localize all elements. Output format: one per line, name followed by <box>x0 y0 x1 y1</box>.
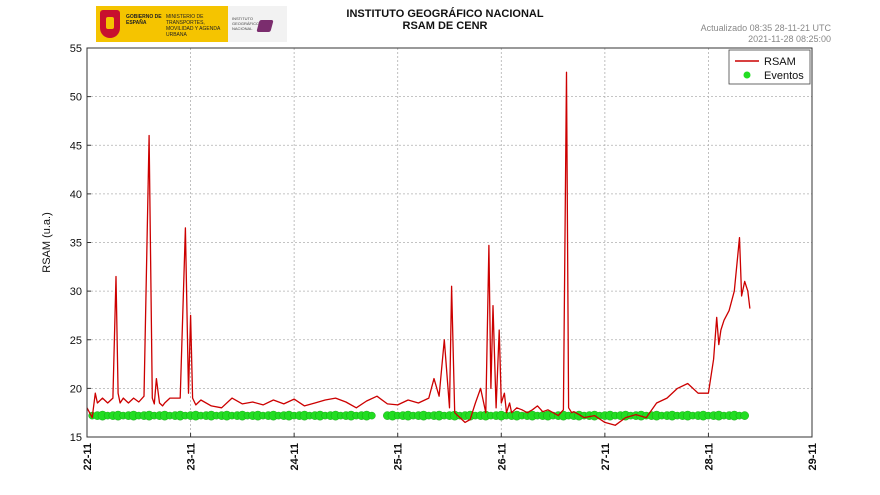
legend: RSAM Eventos <box>728 49 811 85</box>
x-tick-label: 26-11 <box>496 443 508 471</box>
y-tick-label: 50 <box>70 92 82 104</box>
coat-of-arms-icon <box>100 10 120 38</box>
title-line-2: RSAM DE CENR <box>402 20 488 32</box>
chart-title: INSTITUTO GEOGRÁFICO NACIONAL RSAM DE CE… <box>300 8 590 32</box>
x-tick-label: 28-11 <box>703 443 715 471</box>
updated-line-2: 2021-11-28 08:25:00 <box>748 34 831 44</box>
ministry-logo: GOBIERNO DE ESPAÑA MINISTERIO DE TRANSPO… <box>96 6 287 42</box>
updated-line-1: Actualizado 08:35 28-11-21 UTC <box>700 23 831 33</box>
evento-point <box>368 411 376 420</box>
y-tick-label: 40 <box>70 189 82 201</box>
x-tick-label: 25-11 <box>393 443 405 471</box>
y-tick-label: 45 <box>70 140 82 152</box>
y-tick-label: 55 <box>70 43 82 55</box>
grid <box>87 48 812 437</box>
y-tick-label: 35 <box>70 238 82 250</box>
x-tick-label: 23-11 <box>186 443 198 471</box>
government-of-spain-badge: GOBIERNO DE ESPAÑA MINISTERIO DE TRANSPO… <box>96 6 228 42</box>
x-axis-ticks: 22-11 23-11 24-11 25-11 26-11 27-11 28-11 29-11 <box>82 433 819 471</box>
y-tick-label: 25 <box>70 335 82 347</box>
y-tick-label: 30 <box>70 286 82 298</box>
x-tick-label: 29-11 <box>807 443 819 471</box>
x-tick-label: 22-11 <box>82 443 94 471</box>
eventos-series <box>88 410 749 421</box>
legend-rsam-label: RSAM <box>764 56 796 68</box>
x-tick-label: 27-11 <box>600 443 612 471</box>
evento-point <box>740 411 749 420</box>
legend-box <box>728 49 811 85</box>
plot-frame <box>86 47 813 438</box>
y-tick-label: 20 <box>70 383 82 395</box>
ign-text: INSTITUTO GEOGRÁFICO NACIONAL <box>232 16 260 31</box>
x-tick-label: 24-11 <box>289 443 301 471</box>
update-timestamp: Actualizado 08:35 28-11-21 UTC 2021-11-2… <box>665 23 831 45</box>
gov-text: GOBIERNO DE ESPAÑA <box>126 14 162 26</box>
rsam-series-line <box>86 71 751 426</box>
ministry-text: MINISTERIO DE TRANSPORTES, MOVILIDAD Y A… <box>166 14 221 38</box>
y-axis-label: RSAM (u.a.) <box>41 212 53 273</box>
y-axis-ticks: 15 20 25 30 35 40 45 50 55 <box>70 43 91 444</box>
legend-eventos-label: Eventos <box>764 70 804 82</box>
legend-eventos-swatch <box>743 71 751 79</box>
y-tick-label: 15 <box>70 432 82 444</box>
title-line-1: INSTITUTO GEOGRÁFICO NACIONAL <box>346 8 544 20</box>
